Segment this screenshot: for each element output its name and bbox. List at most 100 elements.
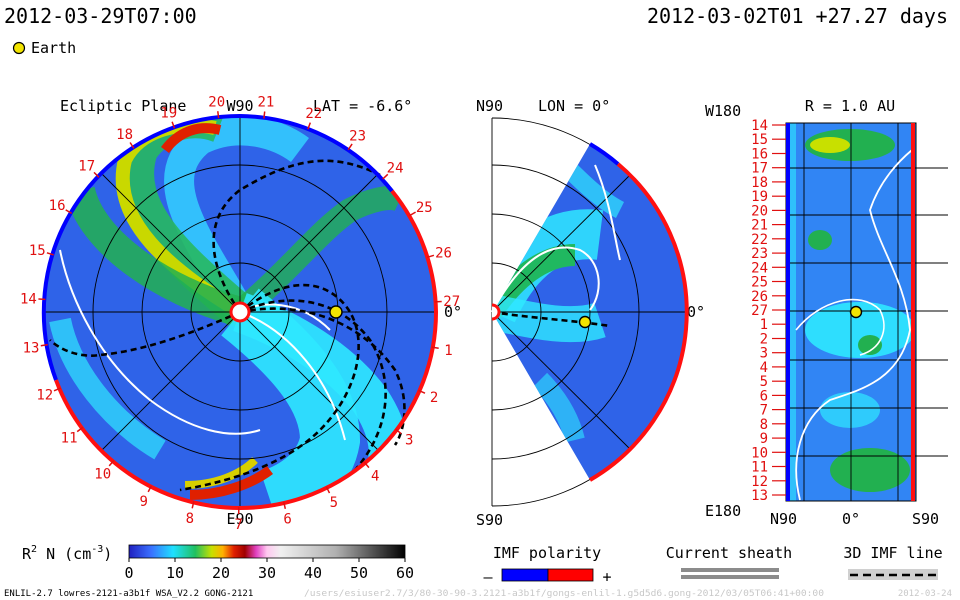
meridional-bottom-label: S90 <box>476 511 503 529</box>
ecliptic-ring-number: 11 <box>61 431 78 447</box>
meridional-top-label: N90 <box>476 97 503 115</box>
ecliptic-right-label: 0° <box>444 303 462 321</box>
ecliptic-bottom-label: E90 <box>226 510 253 528</box>
ecliptic-ring-number: 13 <box>23 341 40 357</box>
radial-map-ytick-label: 21 <box>751 218 768 234</box>
ecliptic-ring-tick <box>191 501 195 509</box>
ecliptic-ring-tick <box>46 252 54 256</box>
radial-map-current-sheath <box>795 149 913 501</box>
ecliptic-ring-number: 3 <box>405 433 413 449</box>
radial-map-earth-marker <box>849 305 863 319</box>
ecliptic-lat-label: LAT = -6.6° <box>313 97 412 115</box>
run-path-text: /users/esiuser2.7/3/80-30-90-3.2121-a3b1… <box>304 589 824 599</box>
radial-map-xtick-s90: S90 <box>912 510 939 528</box>
ecliptic-ring-number: 1 <box>444 343 452 359</box>
colorbar-label: R2 N (cm-3) <box>22 544 112 563</box>
ecliptic-ring-number: 24 <box>387 161 404 177</box>
radial-map-ytick-label: 22 <box>751 232 768 248</box>
ecliptic-ring-number: 21 <box>257 95 274 111</box>
meridional-lon-label: LON = 0° <box>538 97 610 115</box>
ecliptic-ring-number: 27 <box>443 294 460 310</box>
imf-line-label: 3D IMF line <box>843 544 942 562</box>
ecliptic-ring-tick <box>65 209 73 215</box>
ecliptic-imf-lines <box>49 159 406 492</box>
meridional-polarity-red <box>588 162 689 482</box>
polarity-plus-swatch <box>547 568 594 582</box>
radial-map-ytick-label: 23 <box>751 246 768 262</box>
ecliptic-ring-tick <box>325 486 331 494</box>
radial-map-ytick-label: 14 <box>751 118 768 134</box>
meridional-sun <box>491 303 501 321</box>
meridional-polarity-blue <box>588 142 620 166</box>
colorbar-tick-label: 20 <box>212 564 230 582</box>
ecliptic-ring-number: 22 <box>305 106 322 122</box>
ecliptic-ring-tick <box>129 142 135 149</box>
colorbar-tick-label: 0 <box>124 564 133 582</box>
polarity-minus-swatch <box>501 568 549 582</box>
ecliptic-ring-tick <box>418 389 426 394</box>
radial-map-ytick-label: 7 <box>760 403 768 419</box>
ecliptic-ring-number: 19 <box>160 105 177 121</box>
radial-map-current-sheath-2 <box>795 298 885 356</box>
ecliptic-ring-number: 7 <box>234 517 242 533</box>
radial-map-ytick-label: 18 <box>751 175 768 191</box>
polarity-plus-label: + <box>602 568 611 586</box>
current-sheath-legend: Current sheath <box>666 544 792 579</box>
ecliptic-ring-tick <box>426 254 435 259</box>
ecliptic-ring-numbers: 20 21222324252627123456789101112131415161… <box>20 94 460 533</box>
meridional-right-label: 0° <box>687 303 705 321</box>
meridional-earth-marker <box>578 315 592 329</box>
ecliptic-ring-number: 15 <box>29 243 46 259</box>
colorbar: R2 N (cm-3) 0 10 20 30 40 50 60 <box>22 544 414 582</box>
imf-line-legend: 3D IMF line <box>843 544 943 580</box>
ecliptic-ring-number: 25 <box>416 200 433 216</box>
ecliptic-ring-tick <box>395 428 402 435</box>
current-sheath-swatch-bottom <box>681 575 779 579</box>
ecliptic-ring-tick <box>108 460 115 467</box>
ecliptic-ring-number: 8 <box>186 511 194 527</box>
radial-map-ytick-label: 16 <box>751 147 768 163</box>
ecliptic-ring-number: 20 <box>208 94 225 110</box>
meridional-panel: N90 LON = 0° S90 0° <box>476 97 705 529</box>
radial-map-ytick-label: 26 <box>751 289 768 305</box>
current-sheath-swatch-top <box>681 568 779 572</box>
colorbar-tick-label: 30 <box>258 564 276 582</box>
ecliptic-ring-tick <box>76 426 84 433</box>
radial-map-ytick-label: 24 <box>751 260 768 276</box>
ecliptic-sun <box>229 301 251 323</box>
radial-map-ytick-label: 27 <box>751 303 768 319</box>
radial-map-ytick-label: 12 <box>751 474 768 490</box>
ecliptic-earth-marker <box>329 305 343 319</box>
run-date-text: 2012-03-24 <box>898 589 952 599</box>
colorbar-tick-label: 10 <box>166 564 184 582</box>
ecliptic-ring-tick <box>40 343 48 347</box>
ecliptic-ring-tick <box>382 173 389 180</box>
radial-map-ytick-label: 19 <box>751 189 768 205</box>
ecliptic-ring-tick <box>147 485 153 493</box>
ecliptic-ring-number: 14 <box>20 291 37 307</box>
ecliptic-ring-number: 12 <box>36 388 53 404</box>
ecliptic-ring-tick <box>283 501 287 509</box>
ecliptic-ring-tick <box>347 143 353 151</box>
ecliptic-ring-tick <box>307 122 312 130</box>
meridional-current-sheath <box>491 164 621 313</box>
current-sheath-label: Current sheath <box>666 544 792 562</box>
ecliptic-ring-number: 18 <box>116 127 133 143</box>
ecliptic-ring-number: 6 <box>283 512 291 528</box>
ecliptic-ring-number: 4 <box>371 468 379 484</box>
radial-map-ytick-label: 8 <box>760 417 768 433</box>
radial-map-ytick-label: 10 <box>751 445 768 461</box>
ecliptic-ring-tick <box>263 111 266 119</box>
colorbar-tick-label: 60 <box>396 564 414 582</box>
radial-map-xtick-n90: N90 <box>770 510 797 528</box>
ecliptic-ring-number: 26 <box>435 246 452 262</box>
radial-map-bottom-left-label: E180 <box>705 502 741 520</box>
radial-map-ytick-label: 11 <box>751 460 768 476</box>
ecliptic-ring-tick <box>93 171 100 178</box>
imf-polarity-label: IMF polarity <box>493 544 601 562</box>
radial-map-ytick-label: 17 <box>751 161 768 177</box>
ecliptic-ring-tick <box>409 211 416 217</box>
ecliptic-ring-number: 9 <box>139 494 147 510</box>
polarity-minus-label: – <box>483 568 493 586</box>
